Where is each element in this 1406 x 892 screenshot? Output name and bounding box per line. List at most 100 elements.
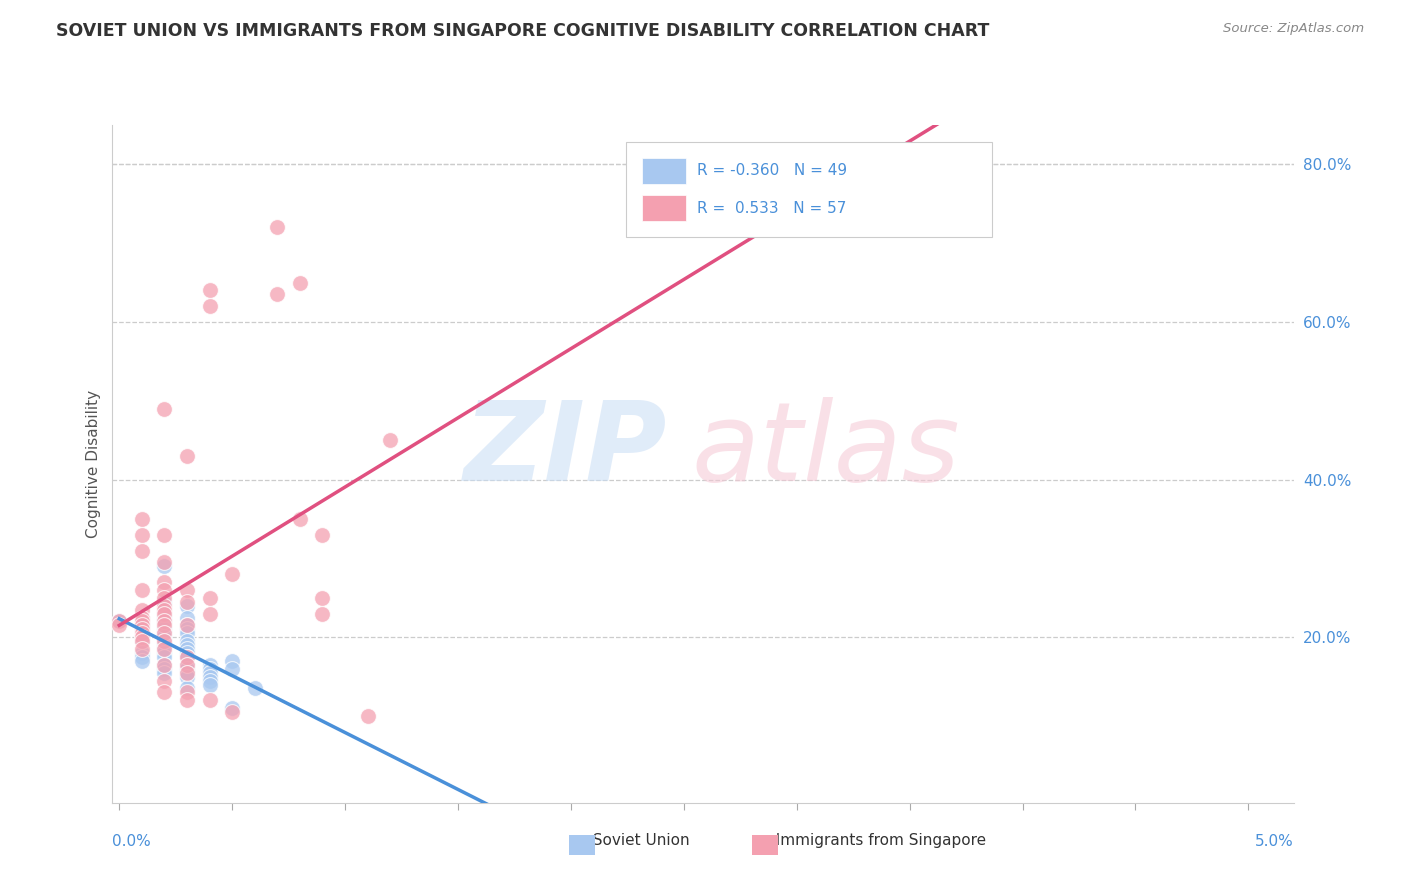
Point bbox=[153, 642, 176, 657]
Point bbox=[131, 615, 153, 629]
Point bbox=[153, 665, 176, 680]
Point bbox=[221, 654, 243, 668]
FancyBboxPatch shape bbox=[626, 142, 993, 236]
Point bbox=[176, 681, 198, 696]
Text: SOVIET UNION VS IMMIGRANTS FROM SINGAPORE COGNITIVE DISABILITY CORRELATION CHART: SOVIET UNION VS IMMIGRANTS FROM SINGAPOR… bbox=[56, 22, 990, 40]
Point bbox=[176, 657, 198, 672]
Point bbox=[176, 685, 198, 699]
Point bbox=[198, 657, 221, 672]
Point bbox=[131, 528, 153, 542]
Point bbox=[221, 701, 243, 715]
Point bbox=[153, 582, 176, 597]
Point bbox=[131, 623, 153, 637]
Point bbox=[131, 646, 153, 660]
Point bbox=[198, 693, 221, 707]
Point bbox=[153, 642, 176, 657]
Point bbox=[198, 677, 221, 691]
Point bbox=[153, 685, 176, 699]
Point bbox=[108, 615, 131, 629]
Text: R = -0.360   N = 49: R = -0.360 N = 49 bbox=[697, 163, 848, 178]
Point bbox=[153, 607, 176, 621]
Point bbox=[266, 287, 288, 301]
Point bbox=[176, 665, 198, 680]
Point bbox=[176, 642, 198, 657]
Point bbox=[176, 582, 198, 597]
Point bbox=[153, 591, 176, 605]
Point bbox=[176, 638, 198, 652]
Point bbox=[153, 595, 176, 609]
Point bbox=[131, 582, 153, 597]
Point bbox=[153, 618, 176, 632]
Point bbox=[176, 665, 198, 680]
Text: Immigrants from Singapore: Immigrants from Singapore bbox=[766, 833, 987, 847]
Point bbox=[131, 634, 153, 648]
Point bbox=[266, 220, 288, 235]
Point bbox=[221, 705, 243, 719]
Point bbox=[176, 623, 198, 637]
Point bbox=[311, 607, 333, 621]
Y-axis label: Cognitive Disability: Cognitive Disability bbox=[86, 390, 101, 538]
Point bbox=[131, 618, 153, 632]
Point bbox=[288, 276, 311, 290]
Point bbox=[131, 610, 153, 624]
Point bbox=[153, 634, 176, 648]
Point bbox=[176, 618, 198, 632]
Point bbox=[131, 512, 153, 526]
Point bbox=[153, 599, 176, 613]
Point bbox=[131, 618, 153, 632]
Point bbox=[153, 610, 176, 624]
Point bbox=[176, 626, 198, 640]
Point bbox=[221, 567, 243, 582]
Text: 0.0%: 0.0% bbox=[112, 834, 152, 849]
Point bbox=[131, 602, 153, 616]
Point bbox=[176, 670, 198, 684]
Point bbox=[198, 662, 221, 676]
Point bbox=[176, 650, 198, 665]
Point bbox=[356, 709, 378, 723]
Point bbox=[153, 626, 176, 640]
Point bbox=[198, 299, 221, 313]
Point bbox=[153, 559, 176, 574]
Point bbox=[221, 662, 243, 676]
Text: atlas: atlas bbox=[692, 397, 960, 504]
FancyBboxPatch shape bbox=[641, 195, 686, 221]
Text: R =  0.533   N = 57: R = 0.533 N = 57 bbox=[697, 201, 846, 216]
Point bbox=[198, 284, 221, 298]
Point bbox=[243, 681, 266, 696]
Point bbox=[108, 615, 131, 629]
Point bbox=[153, 657, 176, 672]
Point bbox=[153, 634, 176, 648]
Point bbox=[198, 607, 221, 621]
Point bbox=[131, 634, 153, 648]
Point bbox=[176, 646, 198, 660]
Point bbox=[176, 449, 198, 463]
Point bbox=[176, 650, 198, 665]
Point bbox=[153, 662, 176, 676]
Point bbox=[176, 599, 198, 613]
Point bbox=[131, 654, 153, 668]
Point bbox=[153, 623, 176, 637]
Point bbox=[153, 401, 176, 416]
Text: ZIP: ZIP bbox=[464, 397, 668, 504]
Point bbox=[153, 602, 176, 616]
Text: 5.0%: 5.0% bbox=[1254, 834, 1294, 849]
Point bbox=[153, 657, 176, 672]
Point bbox=[198, 670, 221, 684]
Point bbox=[131, 630, 153, 644]
Point bbox=[131, 650, 153, 665]
Point bbox=[176, 610, 198, 624]
Point bbox=[176, 693, 198, 707]
Point bbox=[153, 607, 176, 621]
Point bbox=[311, 528, 333, 542]
Point bbox=[108, 618, 131, 632]
Point bbox=[153, 646, 176, 660]
Point bbox=[380, 433, 402, 447]
Point bbox=[153, 650, 176, 665]
Point bbox=[311, 591, 333, 605]
Point bbox=[176, 634, 198, 648]
Point bbox=[198, 665, 221, 680]
Point bbox=[176, 618, 198, 632]
Text: Source: ZipAtlas.com: Source: ZipAtlas.com bbox=[1223, 22, 1364, 36]
Point bbox=[153, 528, 176, 542]
Point bbox=[198, 591, 221, 605]
